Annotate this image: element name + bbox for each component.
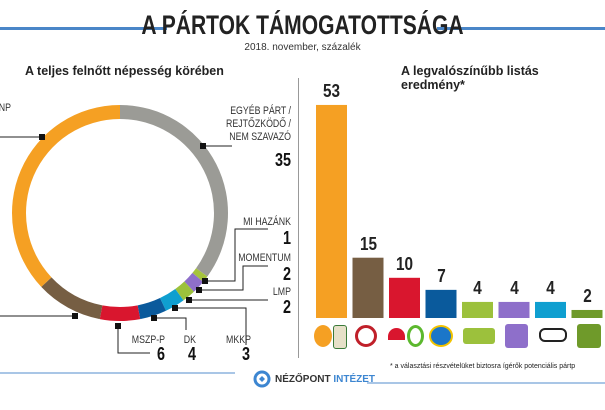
- leader-marker: [200, 143, 206, 149]
- title-rule-right: [437, 27, 605, 30]
- bar-chart: [316, 104, 603, 318]
- label-fidesz: NP: [0, 102, 11, 114]
- parbeszed-logo-icon: [407, 325, 424, 347]
- jobbik-logo-icon: [355, 325, 377, 347]
- bar-value-label: 4: [473, 277, 482, 298]
- bar-mi-haz-nk: [571, 309, 603, 318]
- value-lmp: 2: [282, 297, 291, 317]
- bar-fidesz-kdnp: [316, 104, 347, 318]
- brand-name-1: NÉZŐPONT: [275, 374, 331, 385]
- footnote: * a választási részvételüket biztosra íg…: [390, 363, 576, 370]
- donut-slice-8: [12, 105, 121, 287]
- bar-jobbik: [352, 257, 384, 318]
- bar-heading: A legvalószínűbb listás eredmény*: [401, 64, 539, 92]
- leader-momentum: [199, 265, 268, 291]
- footer-rule-left: [0, 372, 235, 374]
- bar-value-label: 4: [546, 277, 555, 298]
- value-other: 35: [274, 150, 291, 170]
- value-momentum: 2: [282, 264, 291, 284]
- leader-mihazank: [205, 228, 268, 282]
- leader-marker: [196, 287, 202, 293]
- title-rule-left: [0, 27, 167, 30]
- leader-marker: [39, 134, 45, 140]
- nezopont-logo-icon: [253, 370, 271, 388]
- label-mkkp: MKKP: [226, 334, 251, 346]
- value-mihazank: 1: [282, 228, 291, 248]
- leader-mszp: [117, 326, 150, 354]
- value-dk: 4: [187, 344, 196, 364]
- brand-name-2: INTÉZET: [333, 374, 376, 385]
- bar-value-label: 4: [509, 277, 519, 298]
- donut-heading: A teljes felnőtt népesség körében: [25, 64, 224, 78]
- bar-value-label: 10: [395, 253, 414, 274]
- bar-value-label: 7: [436, 265, 446, 286]
- donut-slice-0: [120, 105, 228, 277]
- donut-slice-6: [99, 305, 141, 321]
- leader-lines: [0, 136, 268, 354]
- leader-dk: [154, 317, 187, 330]
- leader-marker: [151, 315, 157, 321]
- bar-value-label: 15: [359, 233, 377, 254]
- divider: [298, 78, 299, 358]
- bar-value-label: 2: [582, 285, 592, 306]
- bar-mszp-p: [389, 277, 420, 318]
- donut-slice-4: [160, 289, 184, 311]
- bar-momentum: [498, 301, 530, 318]
- donut-slice-7: [41, 277, 103, 320]
- label-mszp: MSZP-P: [131, 334, 165, 346]
- fidesz-logo-icon: [314, 325, 332, 347]
- mihazank-logo-icon: [577, 324, 601, 348]
- label-dk: DK: [183, 334, 196, 346]
- leader-marker: [72, 313, 78, 319]
- mszp-logo-icon: [388, 328, 405, 340]
- donut-slice-5: [137, 298, 166, 320]
- label-momentum: MOMENTUM: [238, 252, 291, 264]
- footer-rule-right: [367, 382, 605, 384]
- brand-name: NÉZŐPONT INTÉZET: [275, 374, 375, 385]
- bar-dk: [425, 289, 457, 318]
- label-other: EGYÉB PÁRT / REJTŐZKÖDŐ / NEM SZAVAZÓ: [217, 105, 291, 144]
- mkkp-dog-logo-icon: [539, 328, 567, 342]
- bar-lmp: [462, 301, 493, 318]
- leader-mkkp: [175, 307, 247, 345]
- page-title: A PÁRTOK TÁMOGATOTTSÁGA: [141, 10, 464, 40]
- dk-logo-icon: [429, 325, 453, 347]
- bar-mkkp: [535, 301, 566, 318]
- leader-marker: [172, 305, 178, 311]
- lmp-logo-icon: [463, 328, 495, 344]
- label-mihazank: MI HAZÁNK: [243, 216, 291, 228]
- leader-marker: [202, 278, 208, 284]
- value-mkkp: 3: [241, 344, 250, 364]
- leader-marker: [115, 323, 121, 329]
- value-mszp: 6: [156, 344, 165, 364]
- label-lmp: LMP: [272, 286, 291, 298]
- label-other-text: EGYÉB PÁRT / REJTŐZKÖDŐ / NEM SZAVAZÓ: [225, 105, 291, 143]
- donut-slice-3: [175, 281, 194, 301]
- leader-marker: [186, 297, 192, 303]
- momentum-logo-icon: [505, 324, 528, 348]
- subtitle: 2018. november, százalék: [244, 42, 361, 53]
- bar-value-label: 53: [322, 80, 341, 101]
- kdnp-logo-icon: [333, 325, 347, 349]
